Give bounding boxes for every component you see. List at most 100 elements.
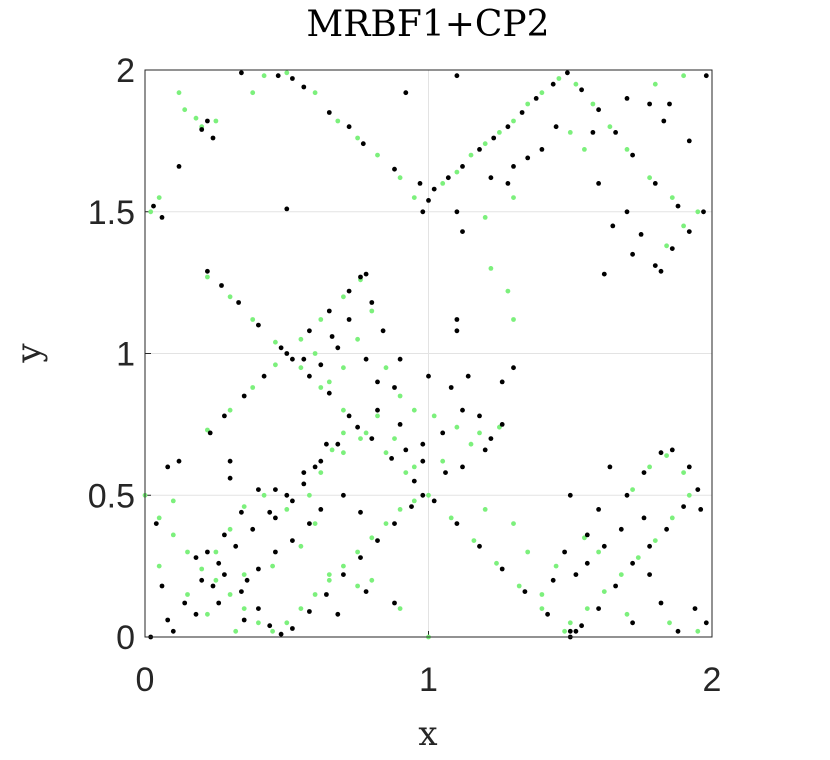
scatter-point-series-2	[256, 566, 261, 572]
scatter-point-series-1	[411, 498, 417, 504]
scatter-point-series-2	[301, 356, 307, 362]
scatter-point-series-2	[324, 441, 329, 447]
scatter-point-series-1	[635, 555, 641, 560]
scatter-point-series-2	[448, 385, 454, 390]
scatter-point-series-2	[153, 521, 159, 526]
scatter-point-series-2	[533, 96, 539, 101]
scatter-point-series-2	[267, 623, 273, 629]
scatter-point-series-2	[216, 560, 222, 566]
scatter-point-series-1	[318, 385, 324, 390]
scatter-point-series-2	[573, 572, 579, 577]
scatter-point-series-1	[284, 507, 290, 512]
scatter-point-series-2	[420, 492, 426, 498]
scatter-point-series-2	[488, 436, 494, 441]
scatter-point-series-2	[505, 124, 511, 130]
scatter-point-series-2	[596, 606, 601, 611]
scatter-point-series-2	[375, 407, 380, 413]
scatter-point-series-1	[448, 515, 454, 521]
y-tick-label: 1.5	[88, 194, 135, 232]
scatter-point-series-1	[681, 223, 686, 229]
scatter-point-series-2	[562, 549, 567, 555]
scatter-point-series-2	[403, 447, 409, 453]
scatter-point-series-2	[324, 592, 329, 597]
scatter-point-series-2	[301, 481, 307, 487]
scatter-point-series-1	[562, 628, 567, 634]
scatter-point-series-2	[454, 73, 460, 79]
scatter-point-series-2	[652, 263, 658, 268]
scatter-point-series-1	[298, 365, 304, 371]
scatter-point-series-1	[355, 549, 360, 555]
scatter-point-series-2	[590, 130, 596, 135]
scatter-point-series-2	[505, 181, 511, 186]
scatter-point-series-1	[525, 101, 531, 107]
scatter-point-series-1	[647, 464, 652, 470]
scatter-point-series-2	[307, 609, 312, 614]
scatter-point-series-2	[638, 232, 644, 237]
scatter-point-series-2	[630, 251, 635, 257]
scatter-point-series-2	[369, 300, 375, 305]
scatter-point-series-2	[358, 274, 363, 280]
scatter-point-series-2	[176, 458, 182, 464]
scatter-point-series-1	[511, 317, 516, 322]
scatter-point-series-2	[669, 447, 675, 453]
scatter-point-series-1	[553, 563, 559, 569]
scatter-point-series-2	[307, 328, 312, 334]
scatter-point-series-2	[205, 549, 210, 555]
scatter-point-series-2	[482, 447, 488, 453]
scatter-point-series-2	[358, 509, 363, 515]
scatter-point-series-2	[647, 543, 652, 549]
scatter-point-series-2	[241, 617, 247, 623]
scatter-point-series-2	[420, 441, 426, 447]
scatter-point-series-2	[227, 458, 233, 464]
scatter-point-series-2	[219, 283, 224, 288]
y-tick-label: 2	[116, 52, 135, 90]
scatter-point-series-2	[363, 589, 369, 594]
scatter-point-series-1	[397, 393, 403, 399]
scatter-point-series-1	[185, 549, 190, 555]
scatter-point-series-2	[624, 96, 630, 101]
scatter-point-series-1	[270, 563, 275, 569]
scatter-point-series-2	[239, 70, 244, 76]
scatter-point-series-2	[460, 164, 465, 169]
scatter-point-series-1	[431, 413, 437, 419]
scatter-point-series-1	[567, 130, 573, 135]
scatter-point-series-2	[307, 521, 312, 526]
scatter-point-series-1	[341, 563, 346, 569]
scatter-point-series-2	[411, 478, 417, 484]
scatter-point-series-1	[607, 124, 613, 130]
scatter-point-series-1	[170, 532, 176, 538]
scatter-point-series-1	[383, 521, 389, 526]
scatter-point-series-2	[227, 475, 233, 481]
scatter-point-series-2	[647, 101, 652, 107]
scatter-point-series-1	[193, 115, 199, 121]
scatter-point-series-2	[335, 345, 341, 351]
scatter-point-series-2	[236, 300, 242, 305]
scatter-point-series-2	[193, 555, 199, 560]
scatter-point-series-1	[227, 592, 233, 597]
scatter-point-series-1	[664, 243, 669, 249]
scatter-point-series-1	[584, 606, 590, 611]
scatter-point-series-2	[550, 577, 556, 583]
scatter-point-series-2	[610, 223, 616, 229]
scatter-point-series-2	[205, 268, 210, 274]
scatter-point-series-2	[579, 623, 584, 629]
scatter-point-series-1	[505, 288, 511, 294]
scatter-point-series-1	[355, 583, 360, 589]
scatter-point-series-2	[210, 135, 216, 141]
scatter-point-series-2	[477, 413, 482, 419]
scatter-point-series-1	[471, 538, 477, 543]
scatter-point-series-1	[355, 135, 360, 141]
scatter-point-series-2	[326, 110, 332, 115]
scatter-point-series-1	[397, 175, 403, 181]
scatter-point-series-2	[369, 436, 375, 441]
scatter-point-series-2	[658, 450, 664, 456]
scatter-point-series-1	[567, 620, 573, 626]
scatter-point-series-2	[341, 572, 346, 577]
scatter-point-series-2	[686, 138, 692, 144]
scatter-point-series-2	[613, 583, 618, 589]
scatter-point-series-1	[341, 294, 346, 300]
scatter-point-series-2	[176, 164, 182, 169]
chart-title: MRBF1+CP2	[306, 4, 549, 45]
scatter-point-series-1	[233, 628, 239, 634]
scatter-point-series-1	[556, 76, 562, 81]
